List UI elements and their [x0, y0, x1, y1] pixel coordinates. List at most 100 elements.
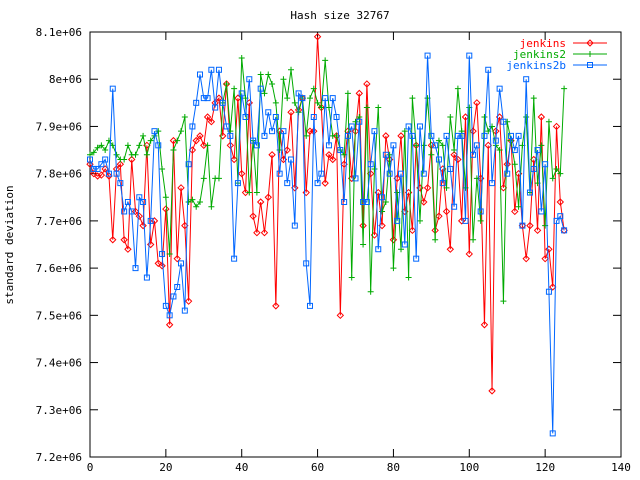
data-point-jenkins2b [174, 284, 181, 290]
data-point-jenkins2b [523, 76, 530, 83]
data-point-jenkins [382, 132, 390, 140]
data-point-jenkins2b [109, 85, 116, 92]
data-point-jenkins2b [253, 142, 260, 149]
legend-marker-jenkins2 [587, 51, 593, 57]
data-point-jenkins2 [132, 151, 139, 158]
data-point-jenkins2b [269, 128, 276, 135]
data-point-jenkins2 [288, 66, 295, 73]
data-point-jenkins2 [200, 175, 207, 182]
data-point-jenkins2b [545, 288, 552, 295]
data-point-jenkins [420, 198, 428, 206]
data-point-jenkins2 [371, 165, 378, 172]
data-point-jenkins2b [511, 147, 518, 154]
data-point-jenkins2 [223, 80, 230, 87]
data-point-jenkins2b [405, 123, 412, 130]
data-point-jenkins [150, 217, 159, 225]
data-point-jenkins2 [352, 118, 359, 125]
legend-label-jenkins2b: jenkins2b [506, 59, 566, 72]
data-point-jenkins [253, 228, 261, 237]
data-point-jenkins2b [234, 180, 241, 187]
data-point-jenkins2 [561, 85, 568, 92]
data-point-jenkins2b [515, 132, 522, 139]
data-point-jenkins2b [87, 156, 93, 163]
data-point-jenkins2b [519, 222, 526, 229]
data-point-jenkins2b [140, 199, 147, 205]
data-point-jenkins2b [288, 156, 295, 163]
legend-label-jenkins2: jenkins2 [513, 48, 566, 61]
data-point-jenkins2 [348, 274, 355, 281]
data-point-jenkins [131, 207, 140, 216]
data-point-jenkins2b [181, 307, 188, 314]
data-point-jenkins2 [390, 265, 397, 272]
data-point-jenkins2b [398, 170, 405, 177]
data-point-jenkins2b [416, 123, 423, 130]
data-point-jenkins [272, 302, 280, 310]
data-point-jenkins [329, 155, 337, 164]
data-point-jenkins2b [394, 217, 401, 224]
data-point-jenkins [355, 89, 364, 98]
data-point-jenkins [363, 80, 371, 88]
data-point-jenkins2b [265, 109, 272, 116]
plot-frame [89, 31, 622, 458]
data-point-jenkins [321, 179, 329, 187]
data-point-jenkins2b [352, 175, 359, 182]
y-axis-label: standard deviation [3, 185, 16, 304]
data-point-jenkins2b [549, 430, 556, 437]
data-point-jenkins [90, 169, 98, 178]
data-point-jenkins2 [496, 147, 503, 154]
data-point-jenkins2 [238, 54, 245, 61]
data-point-jenkins [457, 217, 466, 225]
data-point-jenkins2b [477, 208, 484, 215]
data-point-jenkins [97, 171, 106, 179]
data-point-jenkins2b [325, 142, 332, 149]
y-tick-label: 7.9e+06 [36, 120, 82, 133]
y-tick-label: 7.6e+06 [36, 262, 82, 275]
data-point-jenkins2b [318, 170, 325, 177]
data-point-jenkins2b [530, 165, 537, 172]
data-point-jenkins2b [424, 52, 431, 59]
data-point-jenkins2 [367, 288, 374, 295]
data-point-jenkins2 [405, 274, 412, 281]
y-tick-label: 7.8e+06 [36, 168, 82, 181]
data-point-jenkins2b [432, 142, 439, 149]
data-point-jenkins2b [329, 95, 336, 102]
data-point-jenkins2b [413, 255, 420, 262]
data-point-jenkins2b [178, 260, 185, 267]
data-point-jenkins2b [356, 118, 363, 125]
data-point-jenkins [165, 321, 174, 329]
data-point-jenkins2b [485, 66, 492, 73]
data-point-jenkins [556, 198, 565, 206]
axis-ticks: 7.2e+06 7.3e+06 7.4e+06 7.5e+06 7.6e+06 7.7e+… [36, 26, 631, 474]
data-point-jenkins [336, 311, 345, 320]
data-point-jenkins2 [435, 137, 442, 144]
data-point-jenkins [473, 99, 481, 107]
y-tick-label: 7.5e+06 [36, 309, 82, 322]
data-point-jenkins [446, 245, 455, 253]
data-point-jenkins2b [379, 194, 386, 201]
data-point-jenkins2b [314, 180, 321, 187]
data-point-jenkins2 [291, 99, 298, 106]
data-point-jenkins2b [439, 180, 446, 187]
data-point-jenkins2b [382, 151, 389, 158]
data-point-jenkins2 [272, 99, 279, 106]
data-point-jenkins2b [212, 104, 219, 111]
data-point-jenkins2 [170, 147, 177, 154]
data-point-jenkins2 [306, 95, 313, 102]
data-point-jenkins2b [155, 142, 162, 149]
data-point-jenkins2b [196, 71, 203, 78]
data-point-jenkins2 [166, 250, 173, 257]
x-tick-label: 40 [235, 461, 248, 474]
data-point-jenkins2 [143, 151, 150, 158]
data-point-jenkins2 [470, 236, 477, 243]
data-point-jenkins2 [447, 114, 454, 120]
data-point-jenkins2b [151, 128, 158, 135]
x-tick-label: 140 [611, 461, 631, 474]
data-point-jenkins2 [375, 104, 382, 111]
data-point-jenkins2 [398, 246, 405, 253]
data-point-jenkins2 [538, 142, 545, 149]
data-point-jenkins2 [549, 175, 556, 182]
data-point-jenkins [109, 236, 117, 244]
data-point-jenkins [124, 245, 132, 253]
data-point-jenkins2b [90, 165, 97, 172]
data-point-jenkins2b [447, 165, 454, 172]
